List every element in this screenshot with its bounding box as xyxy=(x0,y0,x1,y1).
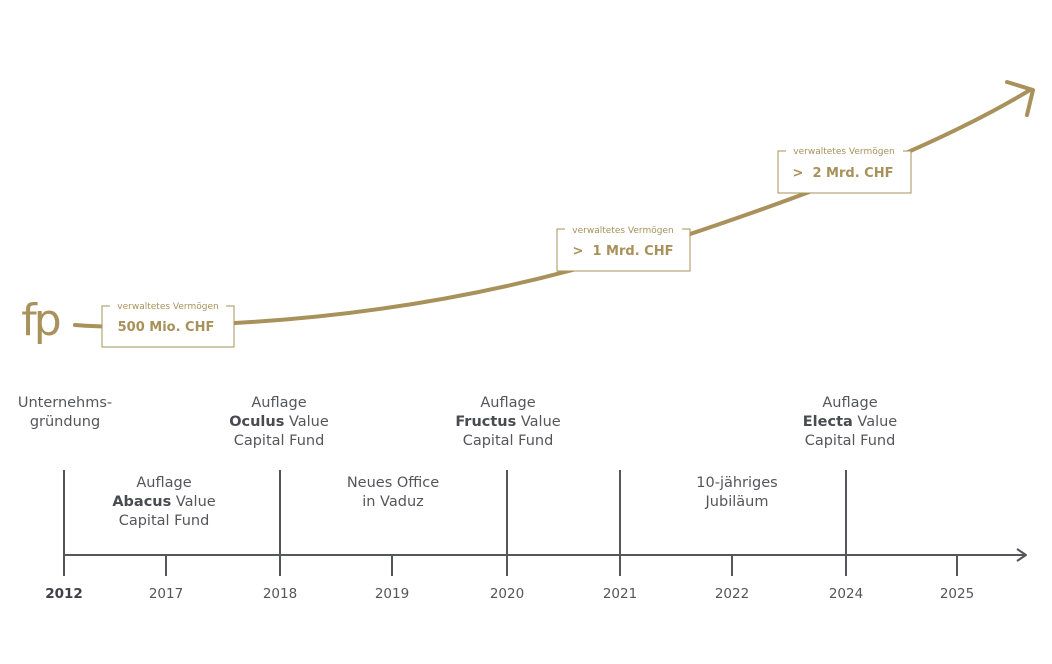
asset-box-2b: verwaltetes Vermögen > 2 Mrd. CHF xyxy=(777,145,912,194)
milestone-text: Auflage xyxy=(822,395,877,411)
asset-box-500m: verwaltetes Vermögen 500 Mio. CHF xyxy=(101,300,235,348)
asset-box-1b: verwaltetes Vermögen > 1 Mrd. CHF xyxy=(556,223,691,272)
milestone-line: Abacus Value xyxy=(112,494,215,510)
fp-logo: fp xyxy=(21,295,62,346)
milestone-label: Auflage Oculus Value Capital Fund xyxy=(229,395,329,449)
growth-curve xyxy=(73,88,1032,329)
milestone-text: gründung xyxy=(30,414,100,430)
asset-value: > 2 Mrd. CHF xyxy=(793,166,894,181)
milestone-line: Electa Value xyxy=(803,414,898,430)
milestone-text: Jubiläum xyxy=(705,494,769,510)
milestone-text: Value xyxy=(171,494,216,510)
milestone-text: Auflage xyxy=(251,395,306,411)
year-label: 2020 xyxy=(490,586,524,602)
milestone-line: gründung xyxy=(30,414,100,430)
milestone-line: Oculus Value xyxy=(229,414,329,430)
timeline-ticks xyxy=(63,470,958,576)
milestone-line: Auflage xyxy=(136,475,191,491)
milestone-line: Capital Fund xyxy=(119,513,210,529)
milestone-line: Unternehms- xyxy=(18,395,112,411)
milestone-text: Value xyxy=(853,414,898,430)
milestone-line: Capital Fund xyxy=(805,433,896,449)
milestone-line: Auflage xyxy=(480,395,535,411)
year-label: 2018 xyxy=(263,586,297,602)
asset-value: > 1 Mrd. CHF xyxy=(573,244,674,259)
growth-arrow-head xyxy=(1005,80,1035,117)
milestone-label: Neues Office in Vaduz xyxy=(347,475,439,510)
fund-name: Oculus xyxy=(229,414,284,430)
milestone-text: Capital Fund xyxy=(463,433,554,449)
milestone-label: Auflage Electa Value Capital Fund xyxy=(803,395,898,449)
milestone-line: Capital Fund xyxy=(463,433,554,449)
milestone-text: Auflage xyxy=(480,395,535,411)
asset-caption: verwaltetes Vermögen xyxy=(117,302,218,312)
milestone-line: Neues Office xyxy=(347,475,439,491)
year-label: 2021 xyxy=(603,586,637,602)
year-label: 2017 xyxy=(149,586,183,602)
milestone-text: Auflage xyxy=(136,475,191,491)
fund-name: Electa xyxy=(803,414,853,430)
milestone-text: Capital Fund xyxy=(805,433,896,449)
year-label: 2025 xyxy=(940,586,974,602)
milestone-label: Auflage Abacus Value Capital Fund xyxy=(112,475,215,529)
milestone-line: Capital Fund xyxy=(234,433,325,449)
fund-name: Abacus xyxy=(112,494,171,510)
timeline-arrow-head xyxy=(1016,548,1027,562)
logo-text: fp xyxy=(21,295,59,346)
milestone-text: in Vaduz xyxy=(362,494,424,510)
year-labels: 2012 2017 2018 2019 2020 2021 2022 2024 2025 xyxy=(45,586,974,602)
fund-name: Fructus xyxy=(455,414,516,430)
year-label: 2012 xyxy=(45,586,83,602)
milestone-text: Value xyxy=(284,414,329,430)
milestone-line: Fructus Value xyxy=(455,414,560,430)
milestone-text: 10-jähriges xyxy=(696,475,777,491)
milestone-line: Auflage xyxy=(822,395,877,411)
milestone-line: in Vaduz xyxy=(362,494,424,510)
milestone-text: Capital Fund xyxy=(119,513,210,529)
asset-caption: verwaltetes Vermögen xyxy=(572,226,673,236)
milestone-label: Auflage Fructus Value Capital Fund xyxy=(455,395,560,449)
year-label: 2024 xyxy=(829,586,863,602)
milestone-text: Neues Office xyxy=(347,475,439,491)
milestone-line: Auflage xyxy=(251,395,306,411)
asset-caption: verwaltetes Vermögen xyxy=(793,147,894,157)
year-label: 2019 xyxy=(375,586,409,602)
milestone-label: Unternehms-gründung xyxy=(18,395,112,430)
event-labels: Unternehms-gründung Auflage Oculus Value Ca… xyxy=(18,395,897,529)
milestone-text: Unternehms- xyxy=(18,395,112,411)
milestone-text: Value xyxy=(516,414,561,430)
milestone-text: Capital Fund xyxy=(234,433,325,449)
year-label: 2022 xyxy=(715,586,749,602)
milestone-label: 10-jähriges Jubiläum xyxy=(696,475,777,510)
milestone-line: 10-jähriges xyxy=(696,475,777,491)
milestone-line: Jubiläum xyxy=(705,494,769,510)
asset-value: 500 Mio. CHF xyxy=(118,320,215,335)
